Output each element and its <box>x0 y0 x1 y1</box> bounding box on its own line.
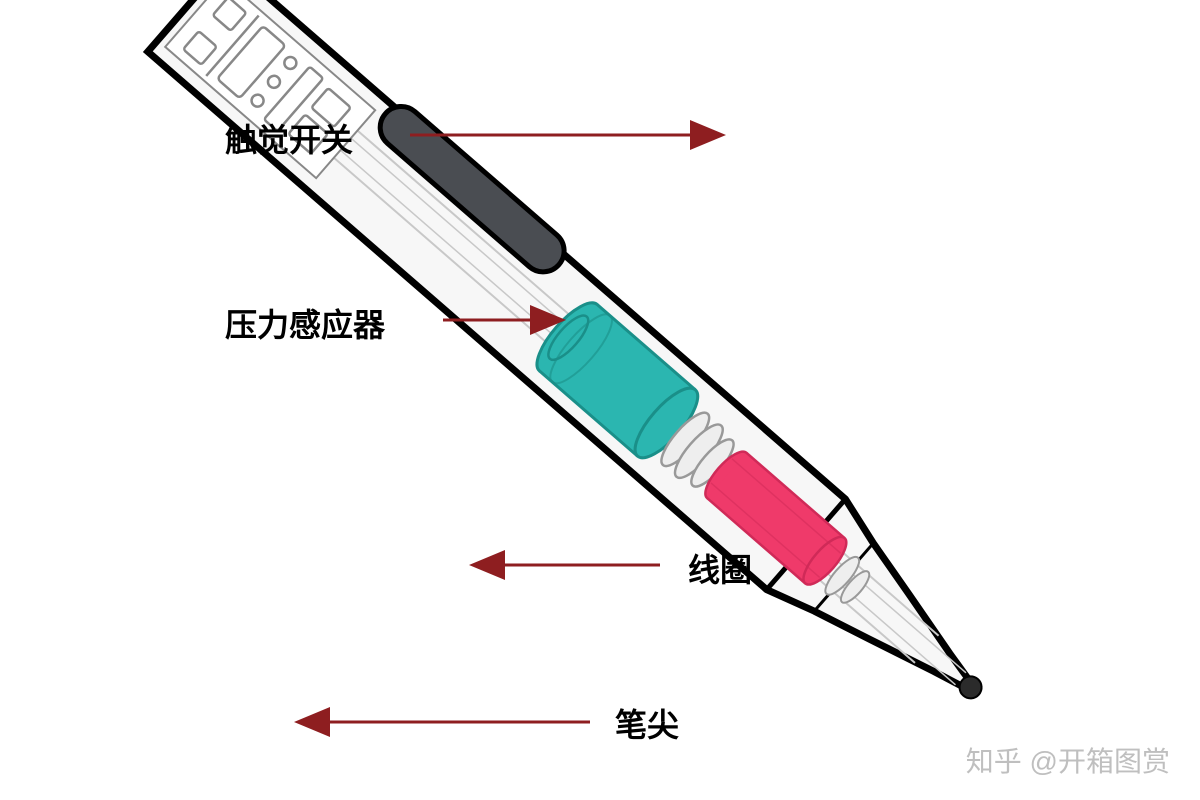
label-tactile-switch: 触觉开关 <box>225 115 353 161</box>
label-tip: 笔尖 <box>615 700 679 746</box>
watermark: 知乎 @开箱图赏 <box>966 740 1170 780</box>
pen-diagram <box>0 0 1200 800</box>
label-coil: 线圈 <box>688 545 752 591</box>
label-pressure-sensor: 压力感应器 <box>225 300 385 346</box>
